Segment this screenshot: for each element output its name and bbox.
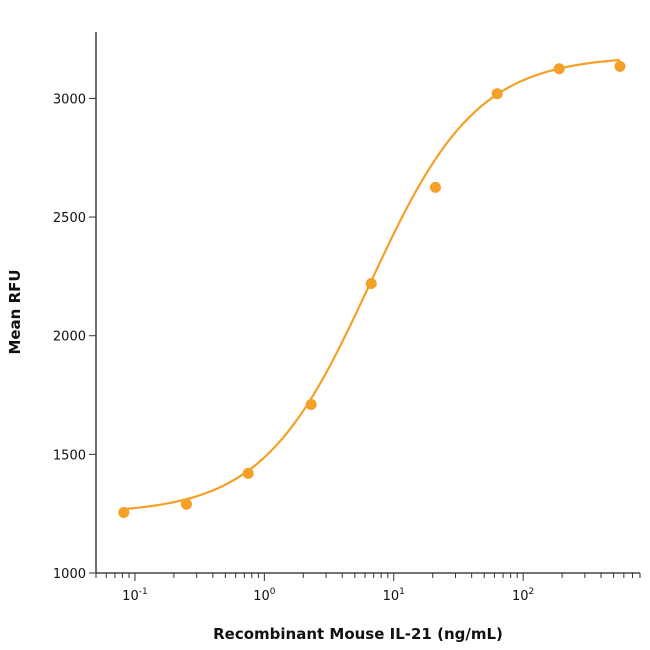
x-tick-base: 10 — [122, 589, 139, 604]
x-tick-base: 10 — [512, 589, 529, 604]
y-axis: 1000 1500 2000 2500 3000 — [53, 32, 97, 582]
x-tick-exponent: 2 — [529, 587, 535, 597]
data-point — [180, 498, 192, 510]
data-point — [491, 88, 503, 100]
data-point — [614, 60, 626, 72]
y-tick-label-1500: 1500 — [53, 448, 86, 463]
x-tick-base: 10 — [253, 589, 270, 604]
x-tick-label--1: 10-1 — [122, 587, 148, 604]
x-tick-label-1: 101 — [383, 587, 405, 604]
y-tick-label-1000: 1000 — [53, 567, 86, 582]
data-point — [305, 399, 317, 411]
data-point — [429, 181, 441, 193]
data-point — [553, 63, 565, 75]
x-tick-base: 10 — [383, 589, 400, 604]
y-tick-label-2000: 2000 — [53, 330, 86, 345]
y-axis-title: Mean RFU — [6, 269, 24, 354]
y-tick-label-2500: 2500 — [53, 211, 86, 226]
data-points — [118, 60, 626, 518]
x-axis: 10-1 100 101 102 — [95, 572, 641, 604]
x-tick-exponent: 1 — [399, 587, 405, 597]
x-axis-title: Recombinant Mouse IL-21 (ng/mL) — [213, 625, 503, 643]
x-tick-exponent: -1 — [139, 587, 148, 597]
data-point — [118, 506, 130, 518]
data-point — [242, 467, 254, 479]
x-tick-label-0: 100 — [253, 587, 276, 604]
x-tick-exponent: 0 — [270, 587, 276, 597]
y-tick-label-3000: 3000 — [53, 92, 86, 107]
data-point — [365, 278, 377, 290]
x-tick-label-2: 102 — [512, 587, 534, 604]
